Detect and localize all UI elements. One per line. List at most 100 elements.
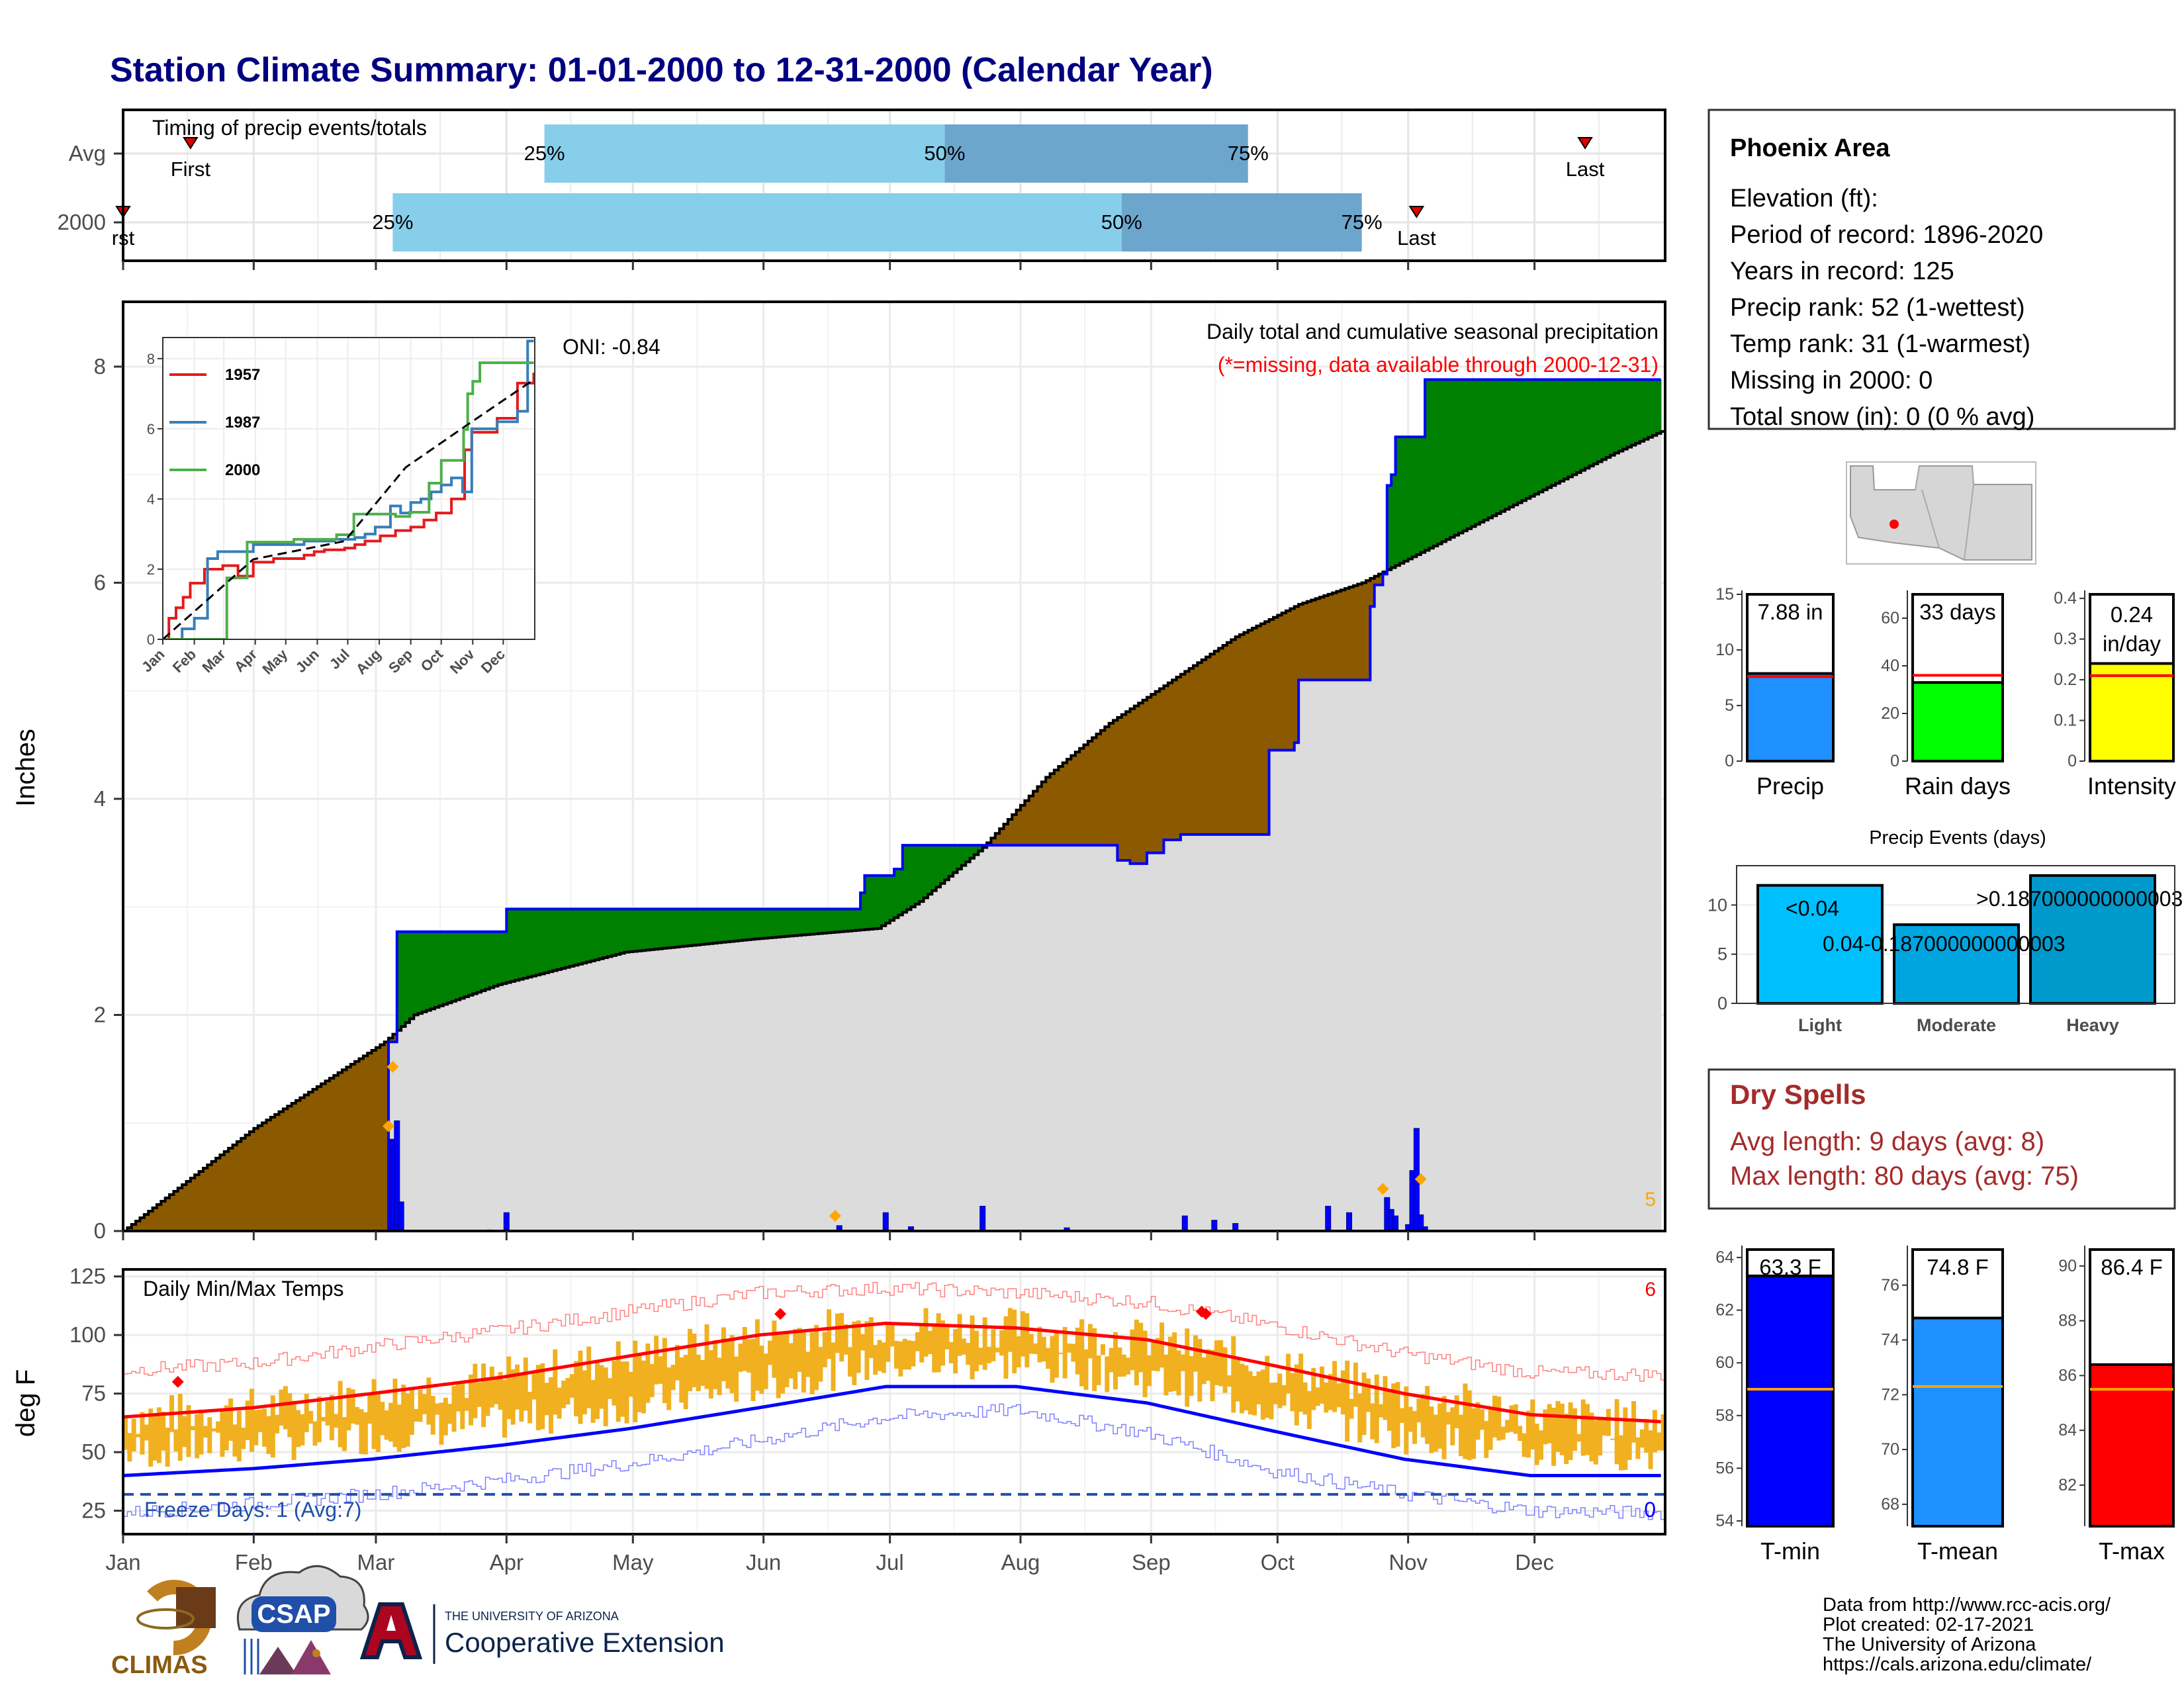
precip-surplus-band <box>911 845 916 907</box>
precip-normal-fill <box>569 966 574 1231</box>
daily-temp-bar <box>220 1411 225 1457</box>
precip-deficit-band <box>1240 634 1245 835</box>
daily-temp-bar <box>426 1377 432 1425</box>
daily-temp-bar <box>165 1428 170 1467</box>
precip-normal-fill <box>847 931 853 1231</box>
daily-temp-bar <box>1151 1340 1156 1371</box>
precip-normal-fill <box>1543 490 1548 1231</box>
precip-surplus-band <box>1543 379 1548 490</box>
precip-normal-fill <box>1096 845 1101 1231</box>
precip-normal-fill <box>1046 845 1051 1231</box>
precip-surplus-band <box>477 931 482 993</box>
daily-temp-bar <box>843 1324 848 1355</box>
daily-temp-bar <box>1387 1391 1392 1431</box>
daily-temp-bar <box>578 1350 583 1424</box>
daily-temp-bar <box>203 1426 208 1438</box>
precip-deficit-band <box>1273 617 1279 751</box>
daily-temp-bar <box>662 1338 667 1404</box>
precip-deficit-band <box>1315 598 1320 680</box>
temp-y-tick-label: 125 <box>69 1264 106 1289</box>
precip-deficit-band <box>1172 680 1177 841</box>
daily-temp-bar <box>388 1402 394 1442</box>
events-label-moderate: 0.04-0.187000000000003 <box>1823 932 2066 956</box>
daily-temp-bar <box>443 1398 448 1436</box>
precip-normal-fill <box>966 862 971 1231</box>
oni-value: ONI: -0.84 <box>563 335 660 359</box>
mini-y-tick-label: 60 <box>1715 1353 1734 1372</box>
precip-normal-fill <box>469 995 474 1231</box>
mini-y-tick-label: 72 <box>1881 1385 1899 1404</box>
daily-temp-bar <box>1412 1410 1417 1444</box>
daily-temp-bar <box>1244 1365 1249 1411</box>
precip-normal-line <box>123 430 1665 1231</box>
precip-normal-fill <box>603 957 608 1231</box>
daily-temp-bar <box>1185 1328 1190 1407</box>
precip-normal-fill <box>590 960 596 1231</box>
daily-temp-bar <box>886 1323 891 1362</box>
precip-y-tick-label: 0 <box>94 1218 106 1243</box>
month-label: Jan <box>105 1550 140 1575</box>
precip-deficit-band <box>211 1161 216 1231</box>
precip-normal-fill <box>1555 483 1561 1231</box>
events-category-label: Light <box>1798 1015 1842 1035</box>
precip-deficit-band <box>203 1167 208 1231</box>
precip-normal-fill <box>582 963 588 1231</box>
precip-deficit-band <box>1134 706 1140 864</box>
precip-normal-fill <box>982 847 987 1231</box>
daily-temp-bar <box>270 1395 275 1458</box>
daily-temp-bar <box>275 1414 280 1434</box>
daily-temp-bar <box>894 1341 899 1369</box>
precip-normal-fill <box>1328 680 1333 1231</box>
precip-surplus-band <box>1429 379 1434 549</box>
daily-temp-bar <box>873 1345 878 1375</box>
daily-temp-bar <box>384 1410 389 1440</box>
precip-surplus-band <box>1522 379 1527 501</box>
daily-temp-bar <box>401 1385 406 1448</box>
precip-normal-fill <box>772 937 777 1231</box>
daily-temp-bar <box>788 1343 794 1379</box>
daily-temp-bar <box>1126 1357 1131 1375</box>
daily-temp-bar <box>414 1408 419 1422</box>
precip-surplus-band <box>692 909 697 946</box>
daily-temp-bar <box>738 1344 743 1372</box>
daily-temp-bar <box>1046 1348 1051 1369</box>
daily-temp-bar <box>1298 1353 1304 1412</box>
daily-temp-bar <box>228 1398 234 1441</box>
daily-temp-bar <box>633 1340 638 1422</box>
daily-temp-bar <box>856 1320 861 1373</box>
precip-deficit-band <box>177 1187 183 1231</box>
mini-category-label: T-min <box>1760 1537 1820 1565</box>
precip-normal-fill <box>1083 845 1089 1231</box>
daily-temp-bar <box>123 1417 128 1450</box>
precip-surplus-band <box>742 909 747 940</box>
daily-temp-bar <box>590 1379 596 1423</box>
precip-normal-fill <box>553 970 558 1231</box>
precip-normal-fill <box>1379 584 1384 1231</box>
daily-temp-bar <box>708 1350 713 1399</box>
precip-deficit-band <box>384 1042 389 1231</box>
daily-temp-bar <box>1652 1410 1657 1453</box>
precip-normal-fill <box>502 983 508 1231</box>
daily-temp-bar <box>713 1340 718 1389</box>
daily-temp-bar <box>477 1382 482 1407</box>
precip-surplus-band <box>557 909 562 970</box>
daily-temp-bar <box>582 1370 587 1415</box>
daily-temp-bar <box>325 1400 330 1426</box>
precip-deficit-band <box>1298 604 1304 680</box>
precip-deficit-band <box>1290 608 1295 751</box>
precip-surplus-band <box>970 845 975 858</box>
mini-y-tick-label: 0.3 <box>2054 630 2077 649</box>
climas-wordmark: CLIMAS <box>111 1651 208 1679</box>
precip-surplus-band <box>1585 379 1590 469</box>
precip-normal-fill <box>763 938 768 1231</box>
daily-temp-bar <box>232 1424 238 1457</box>
daily-temp-bar <box>144 1424 149 1441</box>
inset-y-tick-label: 8 <box>147 351 155 367</box>
precip-normal-fill <box>1593 463 1598 1231</box>
daily-temp-bar <box>447 1404 453 1424</box>
precip-deficit-band <box>355 1061 360 1231</box>
daily-temp-bar <box>822 1332 827 1367</box>
precip-normal-fill <box>919 901 925 1231</box>
precip-surplus-band <box>772 909 777 938</box>
daily-temp-bar <box>1661 1414 1665 1451</box>
